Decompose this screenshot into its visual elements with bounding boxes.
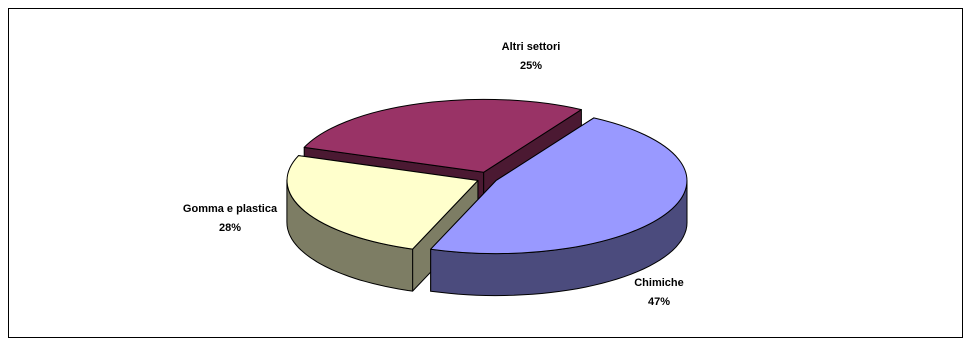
label-gomma-e-plastica: Gomma e plastica 28% [183, 203, 278, 234]
slice-top-chimiche [430, 117, 688, 255]
slice-value-altri-settori: 25% [520, 60, 542, 72]
slice-top-altri-settori [286, 155, 479, 250]
slice-name-chimiche: Chimiche [634, 277, 684, 289]
slice-value-chimiche: 47% [648, 296, 670, 308]
label-altri-settori: Altri settori 25% [502, 41, 561, 72]
pie-tops [286, 98, 688, 255]
label-chimiche: Chimiche 47% [634, 277, 684, 308]
slice-name-altri-settori: Altri settori [502, 41, 561, 53]
slice-top-gomma-e-plastica [303, 98, 582, 173]
slice-name-gomma-e-plastica: Gomma e plastica [183, 203, 278, 215]
slice-value-gomma-e-plastica: 28% [219, 222, 241, 234]
